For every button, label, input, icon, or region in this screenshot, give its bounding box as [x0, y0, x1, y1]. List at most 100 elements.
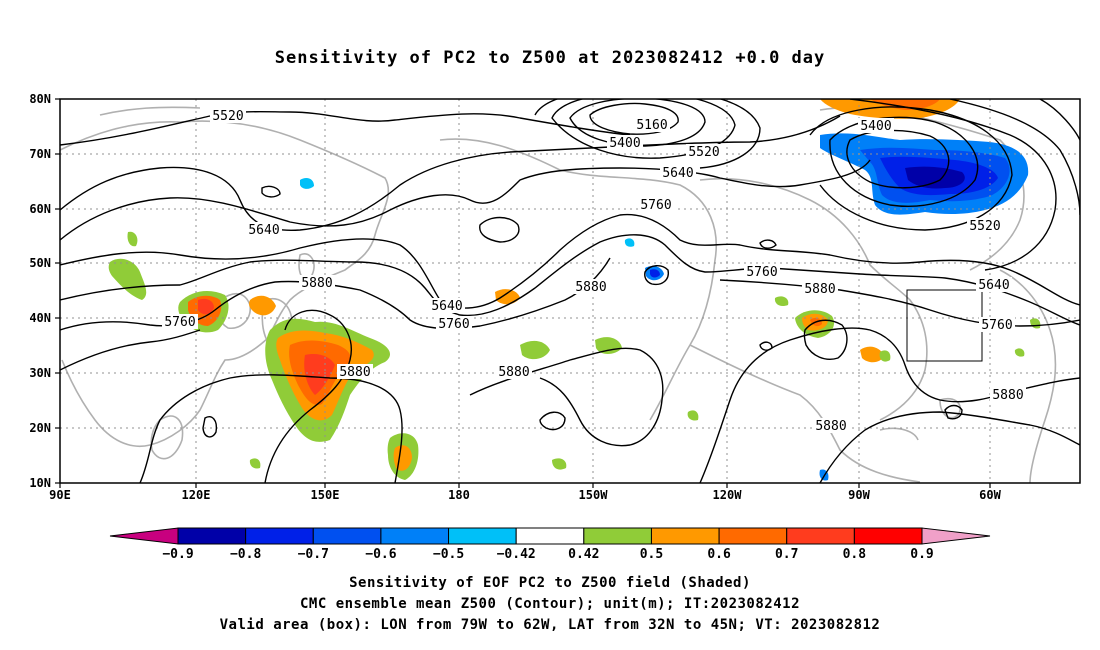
colorbar-label: 0.6 — [707, 547, 731, 562]
colorbar-swatch — [177, 527, 247, 545]
contour-label-bg — [573, 279, 609, 294]
contour-label-bg — [686, 144, 722, 159]
contour-label-bg — [967, 218, 1003, 233]
contour-label: 5760 — [981, 318, 1012, 333]
lat-label: 20N — [29, 421, 51, 435]
z500-contours — [60, 99, 1080, 483]
lon-label: 60W — [979, 488, 1001, 502]
lat-label: 10N — [29, 476, 51, 490]
contour-label-bg — [990, 387, 1026, 402]
colorbar-left-arrow — [109, 527, 179, 545]
contour-label: 5520 — [969, 219, 1000, 234]
contour-label-bg — [979, 317, 1015, 332]
lon-label: 180 — [448, 488, 470, 502]
colorbar-swatch — [853, 527, 923, 545]
contour-label: 5880 — [992, 388, 1023, 403]
contour-label: 5640 — [978, 278, 1009, 293]
contour-label: 5760 — [746, 265, 777, 280]
colorbar-label: 0.8 — [843, 547, 867, 562]
contour-label: 5520 — [688, 145, 719, 160]
contour-label: 5760 — [164, 315, 195, 330]
colorbar-label: −0.42 — [497, 547, 536, 562]
caption-line-3: Valid area (box): LON from 79W to 62W, L… — [219, 617, 881, 633]
lon-label: 150E — [311, 488, 340, 502]
contour-label-bg — [607, 135, 643, 150]
lat-label: 60N — [29, 202, 51, 216]
contour-label: 5640 — [431, 299, 462, 314]
colorbar-swatch — [515, 527, 585, 545]
contour-label: 5160 — [636, 118, 667, 133]
contour-label-bg — [660, 165, 696, 180]
contour-label-bg — [246, 222, 282, 237]
contour-label: 5400 — [609, 136, 640, 151]
axis-ticks — [55, 98, 991, 488]
lon-label: 90E — [49, 488, 71, 502]
colorbar-swatch — [380, 527, 450, 545]
contour-label: 5880 — [301, 276, 332, 291]
colorbar-label: −0.6 — [365, 547, 396, 562]
graticule — [60, 99, 1080, 483]
lat-labels: 80N 70N 60N 50N 40N 30N 20N 10N — [29, 92, 51, 490]
contour-label: 5400 — [860, 119, 891, 134]
lat-label: 30N — [29, 366, 51, 380]
caption-line-2: CMC ensemble mean Z500 (Contour); unit(m… — [299, 596, 800, 612]
contour-label: 5640 — [248, 223, 279, 238]
contour-labels: 5520 5160 5400 5520 5640 5760 5400 5520 5640 5880… — [162, 108, 1026, 434]
contour-label: 5880 — [575, 280, 606, 295]
lon-labels: 90E 120E 150E 180 150W 120W 90W 60W — [49, 488, 1001, 502]
contour-label: 5760 — [438, 317, 469, 332]
chart-title: Sensitivity of PC2 to Z500 at 2023082412… — [274, 48, 826, 68]
lat-label: 80N — [29, 92, 51, 106]
lon-label: 120E — [182, 488, 211, 502]
colorbar-swatch — [650, 527, 720, 545]
lon-label: 120W — [713, 488, 743, 502]
contour-label-bg — [210, 108, 246, 123]
colorbar-label: −0.9 — [162, 547, 193, 562]
colorbar-swatch — [448, 527, 517, 545]
colorbar-label: 0.5 — [640, 547, 663, 562]
lat-label: 40N — [29, 311, 51, 325]
lat-label: 70N — [29, 147, 51, 161]
plot-border — [59, 98, 1081, 484]
contour-label-bg — [813, 418, 849, 433]
contour-label: 5520 — [212, 109, 243, 124]
colorbar-label: −0.5 — [433, 547, 464, 562]
colorbar: −0.9 −0.8 −0.7 −0.6 −0.5 −0.42 0.42 0.5 0.6 0.7 0.… — [109, 527, 991, 562]
contour-label-bg — [162, 314, 198, 329]
lon-label: 90W — [848, 488, 870, 502]
contour-label-bg — [976, 277, 1012, 292]
colorbar-label: −0.8 — [230, 547, 261, 562]
colorbar-swatch — [583, 527, 652, 545]
lat-label: 50N — [29, 256, 51, 270]
caption-line-1: Sensitivity of EOF PC2 to Z500 field (Sh… — [349, 575, 751, 591]
contour-label-bg — [802, 281, 838, 296]
contour-label-bg — [858, 118, 894, 133]
colorbar-label: 0.42 — [568, 547, 599, 562]
sensitivity-shading — [108, 99, 1041, 481]
caption-block: Sensitivity of EOF PC2 to Z500 field (Sh… — [0, 573, 1100, 636]
contour-label-bg — [436, 316, 472, 331]
colorbar-swatch — [312, 527, 382, 545]
colorbar-swatch — [786, 527, 855, 545]
contour-label: 5640 — [662, 166, 693, 181]
contour-label: 5880 — [804, 282, 835, 297]
contour-label-bg — [638, 197, 674, 212]
colorbar-label: 0.7 — [775, 547, 798, 562]
colorbar-right-arrow — [921, 527, 991, 545]
colorbar-swatch — [718, 527, 788, 545]
contour-label: 5760 — [640, 198, 671, 213]
colorbar-swatch — [245, 527, 314, 545]
lon-label: 150W — [579, 488, 609, 502]
contour-label: 5880 — [815, 419, 846, 434]
colorbar-label: −0.7 — [298, 547, 329, 562]
contour-label: 5880 — [339, 365, 370, 380]
contour-label-bg — [496, 364, 532, 379]
contour-label: 5880 — [498, 365, 529, 380]
colorbar-label: 0.9 — [910, 547, 933, 562]
contour-label-bg — [744, 264, 780, 279]
contour-label-bg — [299, 275, 335, 290]
contour-label-bg — [634, 117, 670, 132]
contour-label-bg — [337, 364, 373, 379]
contour-label-bg — [429, 298, 465, 313]
